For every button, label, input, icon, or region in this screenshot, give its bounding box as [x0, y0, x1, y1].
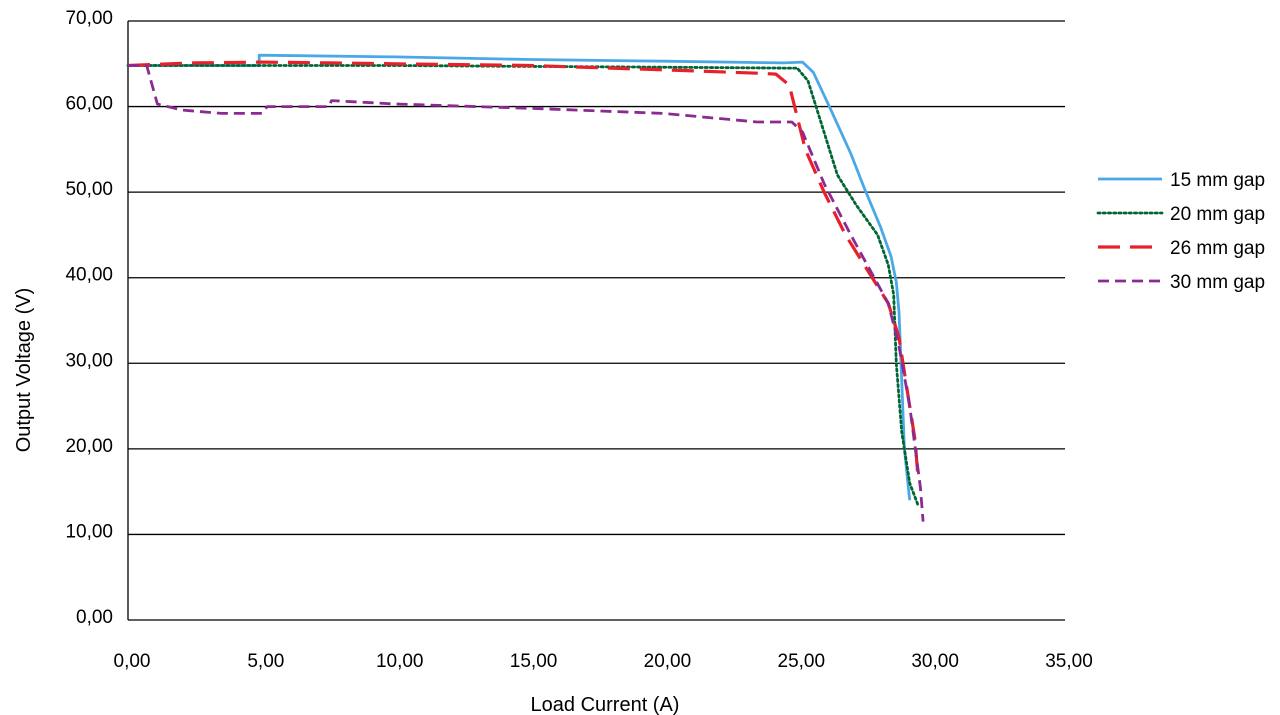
x-tick-label: 10,00 [376, 651, 424, 672]
y-tick-label: 50,00 [65, 179, 113, 200]
y-tick-label: 40,00 [65, 265, 113, 286]
y-tick-label: 10,00 [65, 521, 113, 542]
x-tick-label: 0,00 [114, 651, 151, 672]
y-axis-title: Output Voltage (V) [13, 288, 35, 453]
series-layer [126, 53, 925, 522]
x-tick-label: 25,00 [778, 651, 826, 672]
x-axis-title: Load Current (A) [531, 694, 680, 715]
axes [127, 21, 1065, 621]
series-line-26-mm-gap [127, 60, 920, 475]
legend-label: 26 mm gap [1170, 238, 1265, 259]
x-tick-label: 30,00 [911, 651, 959, 672]
legend-label: 15 mm gap [1170, 170, 1265, 191]
x-tick-label: 35,00 [1045, 651, 1093, 672]
series-line-15-mm-gap [128, 53, 912, 501]
x-tick-label: 5,00 [247, 651, 284, 672]
x-tick-label: 15,00 [510, 651, 558, 672]
legend-label: 20 mm gap [1170, 204, 1265, 225]
grid-lines [128, 20, 1065, 536]
y-tick-label: 60,00 [65, 94, 113, 115]
x-tick-label: 20,00 [644, 651, 692, 672]
legend: 15 mm gap 20 mm gap 26 mm gap 30 mm gap [1096, 170, 1265, 293]
legend-label: 30 mm gap [1170, 272, 1265, 293]
y-tick-label: 30,00 [65, 350, 113, 371]
y-tick-labels: 0,00 10,00 20,00 30,00 40,00 50,00 60,00 70,00 [65, 8, 113, 628]
y-tick-label: 70,00 [65, 8, 113, 29]
x-tick-labels: 0,00 5,00 10,00 15,00 20,00 25,00 30,00 35,00 [114, 651, 1093, 672]
y-tick-label: 20,00 [65, 436, 113, 457]
series-line-20-mm-gap [126, 64, 920, 506]
series-line-30-mm-gap [128, 64, 925, 522]
y-tick-label: 0,00 [76, 607, 113, 628]
